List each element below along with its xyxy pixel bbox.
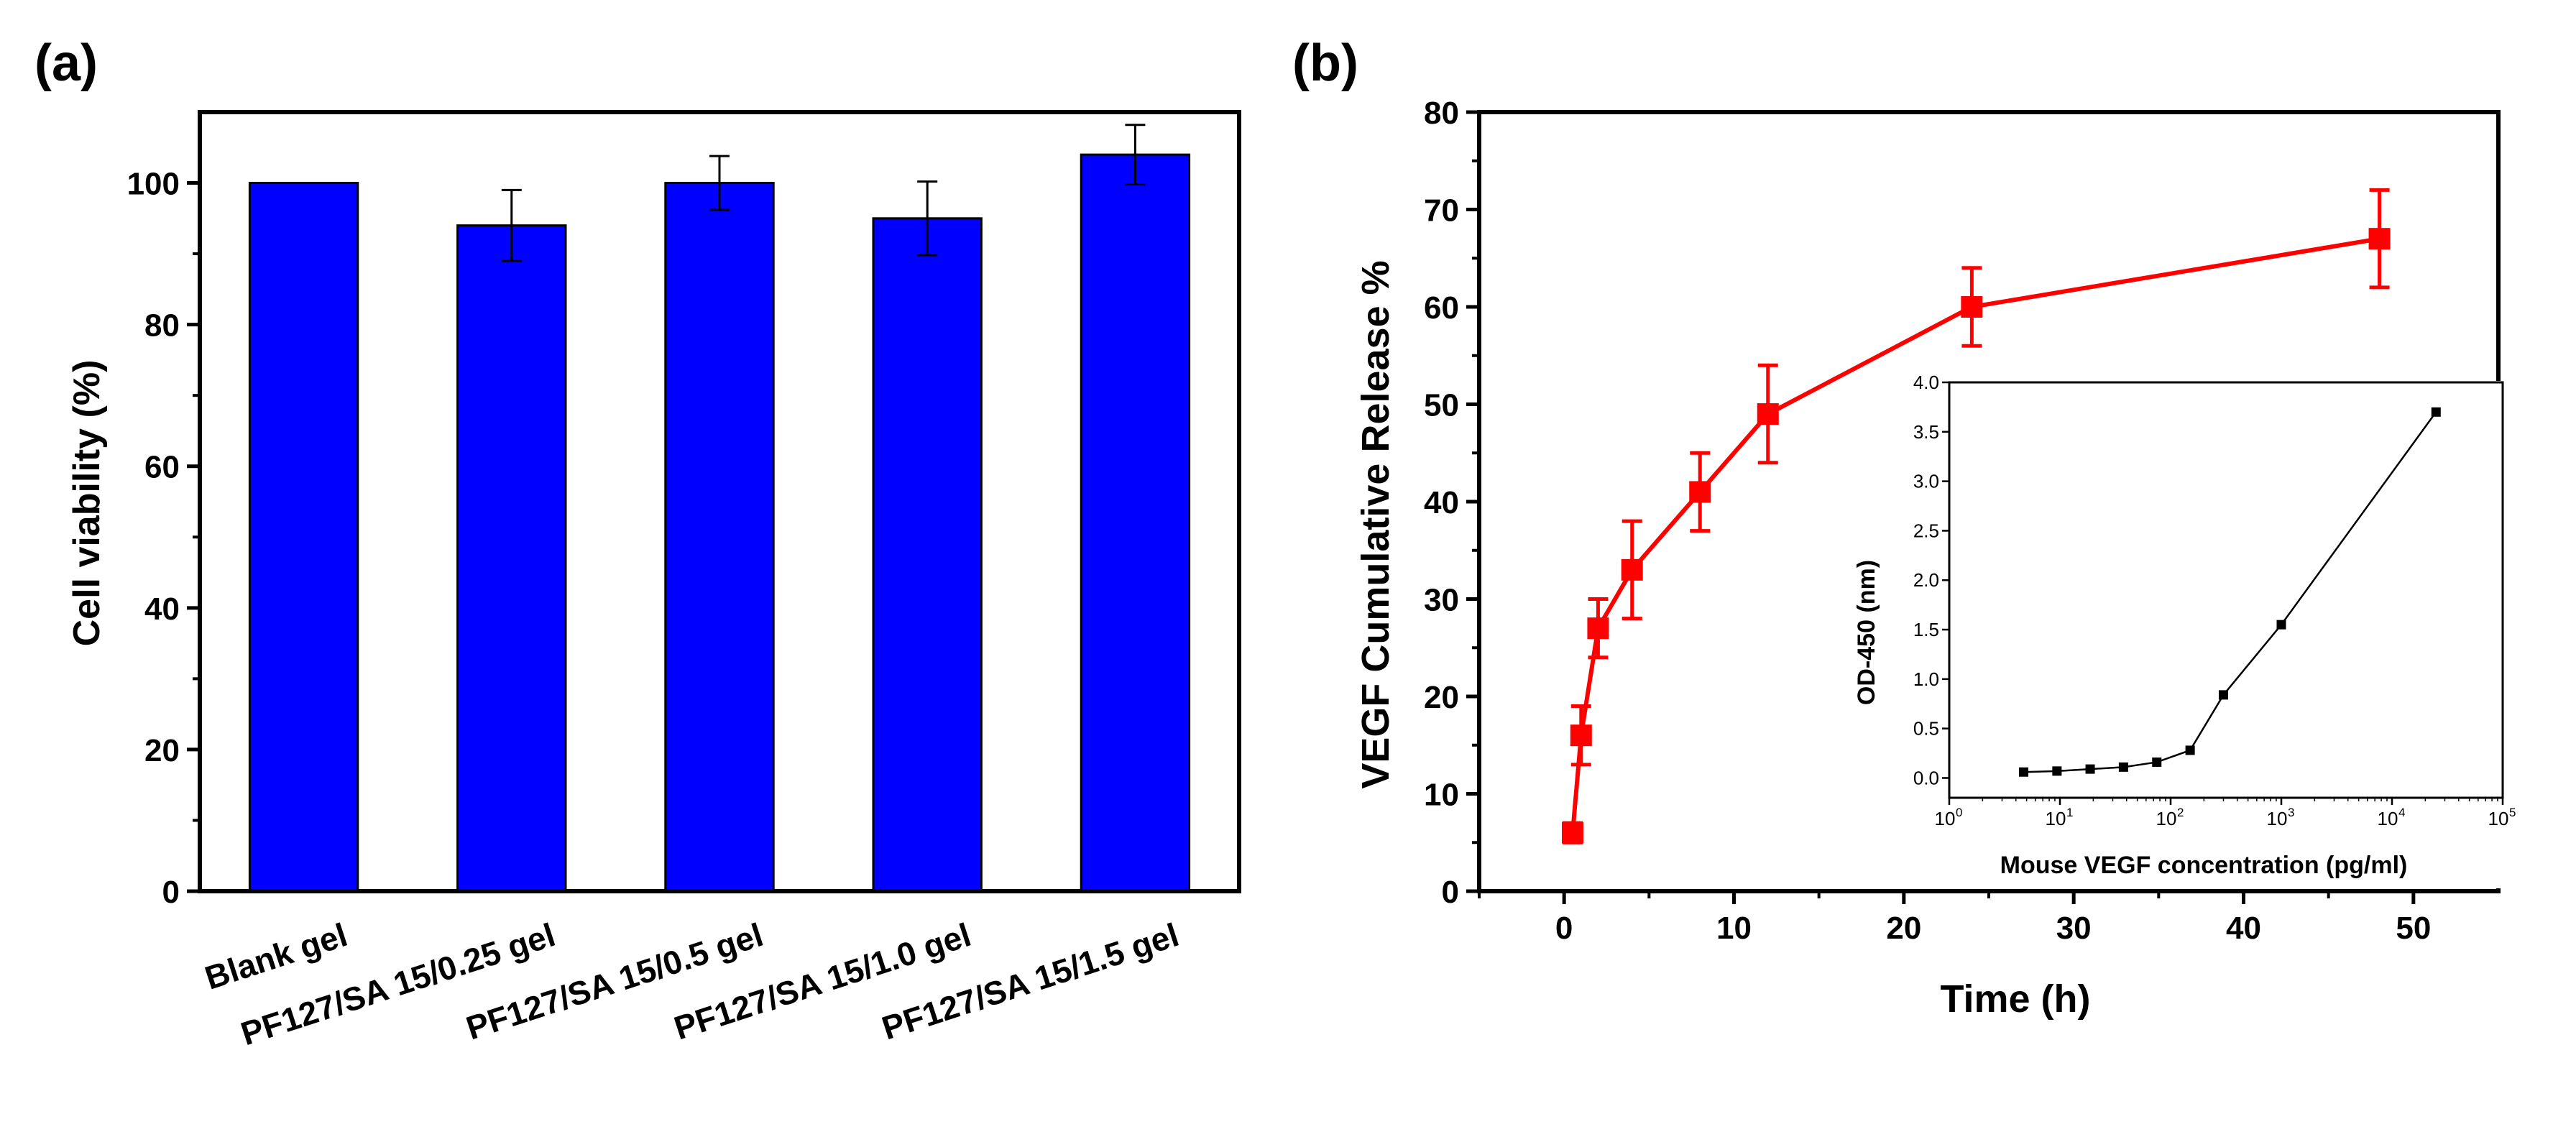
inset-point-7 bbox=[2218, 690, 2228, 700]
y-tick-label: 60 bbox=[144, 450, 180, 485]
panel-b: (b) VEGF Cumulative Release % Time (h) 0… bbox=[1292, 34, 2516, 1021]
y-tick-label: 70 bbox=[1424, 193, 1459, 229]
panel-b-x-ticks: 0 10 20 30 40 50 bbox=[1478, 891, 2431, 946]
y-tick-label: 1.5 bbox=[1913, 619, 1939, 640]
x-tick-label: 30 bbox=[2056, 911, 2092, 946]
panel-b-inset: OD-450 (nm) Mouse VEGF concentration (pg… bbox=[1853, 372, 2516, 888]
x-tick-exponent: 0 bbox=[1956, 806, 1962, 819]
inset-series bbox=[2019, 407, 2441, 777]
x-tick-label: 10 bbox=[2156, 808, 2177, 829]
panel-a-bars bbox=[248, 153, 1191, 893]
data-point-6 bbox=[1757, 403, 1779, 425]
y-tick-label: 2.5 bbox=[1913, 520, 1939, 541]
inset-x-ticks: 10 0 10 1 10 2 10 3 10 4 10 5 bbox=[1935, 798, 2516, 829]
x-tick-label: 20 bbox=[1886, 911, 1921, 946]
panel-b-series bbox=[1561, 188, 2391, 844]
bar-3 bbox=[664, 182, 775, 893]
y-tick-label: 10 bbox=[1424, 778, 1459, 813]
inset-x-axis-title: Mouse VEGF concentration (pg/ml) bbox=[2000, 852, 2408, 879]
y-tick-label: 2.0 bbox=[1913, 569, 1939, 591]
inset-point-9 bbox=[2431, 407, 2441, 417]
x-tick-label: 50 bbox=[2396, 911, 2431, 946]
inset-y-axis-title: OD-450 (nm) bbox=[1853, 560, 1880, 705]
release-line bbox=[1570, 236, 2380, 833]
inset-background bbox=[1942, 381, 2507, 888]
y-tick-label: 40 bbox=[144, 591, 180, 627]
bar-5 bbox=[1080, 153, 1191, 893]
data-point-1 bbox=[1561, 821, 1583, 844]
panel-a-y-axis-title: Cell viability (%) bbox=[66, 360, 108, 647]
bar-4 bbox=[872, 217, 983, 893]
x-tick-label: 10 bbox=[2488, 808, 2509, 829]
data-point-2 bbox=[1570, 724, 1592, 747]
data-point-7 bbox=[1961, 296, 1983, 318]
y-tick-label: 80 bbox=[144, 308, 180, 344]
y-tick-label: 20 bbox=[144, 733, 180, 768]
bar-2 bbox=[456, 224, 567, 893]
y-tick-label: 30 bbox=[1424, 583, 1459, 618]
x-tick-label: 10 bbox=[1935, 808, 1956, 829]
x-tick-label: 10 bbox=[2267, 808, 2288, 829]
inset-point-3 bbox=[2085, 764, 2095, 774]
y-tick-label: 0.0 bbox=[1913, 767, 1939, 788]
inset-plot-frame bbox=[1948, 381, 2504, 799]
y-tick-label: 4.0 bbox=[1913, 372, 1939, 393]
panel-a-y-ticks: 0 20 40 60 80 100 bbox=[127, 167, 200, 910]
y-tick-label: 20 bbox=[1424, 680, 1459, 715]
bar-1 bbox=[248, 182, 359, 893]
y-tick-label: 0 bbox=[1442, 875, 1459, 910]
inset-point-8 bbox=[2276, 620, 2286, 630]
x-tick-exponent: 4 bbox=[2398, 806, 2405, 819]
data-point-8 bbox=[2368, 228, 2391, 250]
y-tick-label: 80 bbox=[1424, 96, 1459, 131]
y-tick-label: 40 bbox=[1424, 485, 1459, 520]
data-point-4 bbox=[1621, 558, 1643, 581]
y-tick-label: 100 bbox=[127, 167, 180, 202]
inset-point-5 bbox=[2152, 757, 2162, 767]
y-tick-label: 60 bbox=[1424, 290, 1459, 326]
panel-b-x-axis-title: Time (h) bbox=[1940, 977, 2090, 1021]
x-tick-label: 0 bbox=[1555, 911, 1573, 946]
y-tick-label: 3.5 bbox=[1913, 421, 1939, 443]
y-tick-label: 3.0 bbox=[1913, 471, 1939, 492]
x-tick-exponent: 3 bbox=[2288, 806, 2294, 819]
panel-b-y-ticks: 0 10 20 30 40 50 60 70 80 bbox=[1424, 96, 1479, 910]
inset-point-1 bbox=[2019, 767, 2029, 777]
x-tick-exponent: 5 bbox=[2509, 806, 2516, 819]
inset-point-2 bbox=[2052, 766, 2062, 776]
panel-a: (a) Cell viability (%) 0 20 40 60 80 100 Blan… bbox=[34, 34, 1241, 1052]
y-tick-label: 1.0 bbox=[1913, 668, 1939, 690]
data-point-3 bbox=[1587, 617, 1609, 640]
inset-point-4 bbox=[2118, 762, 2128, 772]
x-tick-label: 10 bbox=[2378, 808, 2398, 829]
panel-a-plot-frame bbox=[198, 110, 1241, 893]
category-label-1: Blank gel bbox=[201, 916, 352, 997]
x-tick-exponent: 2 bbox=[2177, 806, 2184, 819]
data-point-5 bbox=[1689, 481, 1711, 503]
x-tick-label: 10 bbox=[2046, 808, 2066, 829]
inset-point-6 bbox=[2185, 745, 2195, 755]
panel-a-error-bars bbox=[501, 124, 1146, 262]
panel-b-label: (b) bbox=[1292, 34, 1358, 92]
y-tick-label: 50 bbox=[1424, 388, 1459, 423]
panel-b-y-axis-title: VEGF Cumulative Release % bbox=[1354, 260, 1397, 788]
y-tick-label: 0.5 bbox=[1913, 718, 1939, 740]
panel-a-label: (a) bbox=[34, 34, 98, 92]
x-tick-label: 40 bbox=[2226, 911, 2261, 946]
inset-y-ticks: 0.0 0.5 1.0 1.5 2.0 2.5 3.0 3.5 4.0 bbox=[1913, 372, 1949, 788]
y-tick-label: 0 bbox=[162, 875, 180, 910]
x-tick-exponent: 1 bbox=[2066, 806, 2073, 819]
x-tick-label: 10 bbox=[1716, 911, 1752, 946]
